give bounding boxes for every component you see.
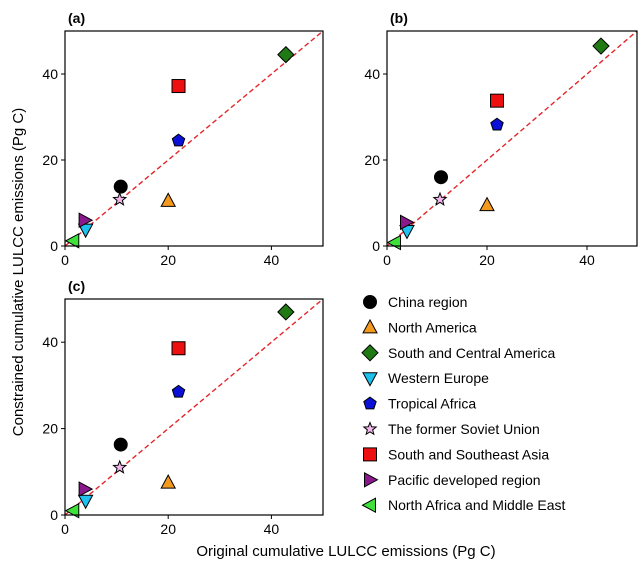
x-tick-label: 40: [264, 521, 280, 537]
point-pacific-developed-region: [78, 212, 94, 229]
legend-item-tropical-africa: Tropical Africa: [363, 396, 476, 412]
legend-label: North America: [388, 319, 477, 335]
point-china-region: [113, 179, 128, 194]
panel-c: 0 20 40 0 20 40 (c): [42, 278, 324, 537]
y-axis-title: Constrained cumulative LULCC emissions (…: [10, 108, 27, 436]
point-pacific-developed-region: [400, 214, 415, 231]
point-western-europe: [77, 494, 94, 510]
legend-label: North Africa and Middle East: [388, 497, 566, 513]
legend-marker-tropical-africa: [363, 396, 377, 410]
y-tick-label: 20: [42, 421, 58, 437]
x-tick-label: 40: [579, 252, 595, 268]
legend-item-pacific-developed-region: Pacific developed region: [364, 471, 541, 488]
point-south-and-southeast-asia: [171, 341, 186, 356]
legend-item-western-europe: Western Europe: [362, 370, 489, 387]
x-tick-label: 0: [61, 252, 69, 268]
panel-b: 0 20 40 0 20 40 (b): [364, 10, 638, 268]
point-tropical-africa: [171, 133, 186, 147]
chart-panels: 0 20 40 0 20 40 (a) 0 20 40 0 20 40 (b) 0 20 40 0 20 40 (c): [42, 10, 638, 537]
point-tropical-africa: [171, 384, 186, 398]
point-south-and-central-america: [277, 45, 295, 64]
point-north-africa-and-middle-east: [64, 502, 80, 519]
plot-frame: [386, 30, 638, 247]
y-tick-label: 0: [50, 507, 58, 523]
legend-marker-north-america: [362, 318, 378, 334]
legend-label: Pacific developed region: [388, 472, 541, 488]
legend-item-south-and-central-america: South and Central America: [361, 344, 556, 362]
x-tick-label: 40: [264, 252, 280, 268]
point-china-region: [434, 170, 448, 185]
legend-item-south-and-southeast-asia: South and Southeast Asia: [363, 446, 549, 462]
y-tick-label: 40: [42, 66, 58, 82]
x-tick-label: 20: [160, 521, 176, 537]
plot-frame: [64, 30, 324, 247]
legend-item-north-america: North America: [362, 318, 477, 335]
one-to-one-line: [387, 31, 637, 246]
x-axis-title: Original cumulative LULCC emissions (Pg …: [196, 543, 495, 560]
point-south-and-central-america: [592, 37, 610, 55]
point-south-and-central-america: [277, 303, 295, 321]
point-the-former-soviet-union: [432, 191, 448, 206]
legend-item-the-former-soviet-union: The former Soviet Union: [362, 421, 540, 437]
legend-label: Tropical Africa: [388, 396, 476, 412]
point-pacific-developed-region: [78, 481, 94, 497]
legend-marker-the-former-soviet-union: [362, 421, 378, 436]
panel-label: (b): [390, 10, 408, 26]
plot-frame: [64, 298, 324, 516]
y-tick-label: 20: [42, 152, 58, 168]
y-tick-label: 20: [364, 152, 380, 168]
point-the-former-soviet-union: [112, 459, 128, 474]
legend-label: South and Central America: [388, 345, 556, 361]
x-tick-label: 20: [160, 252, 176, 268]
point-the-former-soviet-union: [112, 191, 128, 206]
point-tropical-africa: [490, 117, 504, 131]
panel-label: (c): [68, 278, 85, 294]
legend-marker-south-and-southeast-asia: [363, 447, 377, 462]
point-north-america: [160, 474, 177, 489]
point-north-america: [479, 196, 495, 212]
y-tick-label: 0: [372, 238, 380, 254]
y-tick-label: 0: [50, 238, 58, 254]
legend: China region North America South and Centr…: [361, 294, 566, 514]
legend-label: Western Europe: [388, 370, 489, 386]
legend-marker-pacific-developed-region: [364, 471, 379, 488]
plot-area: [65, 31, 323, 246]
legend-marker-north-africa-and-middle-east: [361, 497, 376, 514]
legend-marker-western-europe: [362, 372, 378, 387]
legend-marker-south-and-central-america: [361, 344, 379, 362]
panel-label: (a): [68, 10, 85, 26]
legend-marker-china-region: [363, 295, 377, 309]
y-tick-label: 40: [42, 334, 58, 350]
point-china-region: [113, 437, 128, 452]
legend-label: The former Soviet Union: [388, 421, 540, 437]
point-south-and-southeast-asia: [171, 79, 186, 94]
y-tick-label: 40: [364, 66, 380, 82]
x-tick-label: 20: [479, 252, 495, 268]
panel-a: 0 20 40 0 20 40 (a): [42, 10, 324, 268]
x-tick-label: 0: [61, 521, 69, 537]
point-north-africa-and-middle-east: [64, 233, 80, 249]
point-south-and-southeast-asia: [490, 93, 504, 108]
legend-item-china-region: China region: [363, 294, 467, 310]
legend-item-north-africa-and-middle-east: North Africa and Middle East: [361, 497, 566, 514]
legend-label: South and Southeast Asia: [388, 446, 549, 462]
point-north-america: [160, 192, 177, 207]
x-tick-label: 0: [383, 252, 391, 268]
legend-label: China region: [388, 294, 467, 310]
one-to-one-line: [65, 299, 323, 515]
